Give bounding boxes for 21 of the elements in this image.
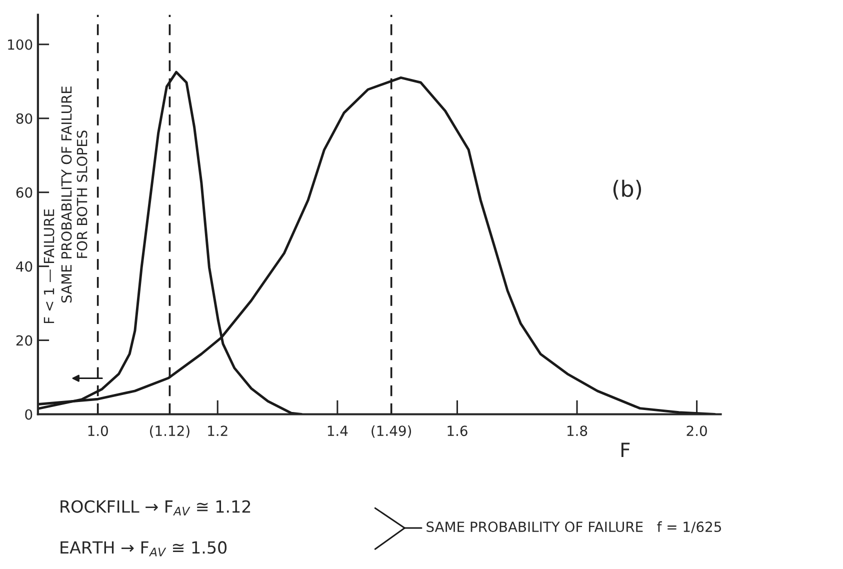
annotation: F < 1 — FAILURE: [44, 209, 54, 324]
annotation: SAME PROBABILITY OF FAILURE FOR BOTH SLOPES: [61, 86, 88, 303]
x-axis-title: F: [621, 442, 630, 457]
text: ROCKFILL → F$_{AV}$ ≅ 1.12: [60, 500, 250, 516]
text: EARTH → F$_{AV}$ ≅ 1.50: [60, 541, 227, 556]
x-tick-label: 1.0: [88, 426, 108, 436]
x-tick-label: 1.8: [567, 426, 588, 436]
y-tick-label: 80: [16, 113, 32, 124]
x-tick-label: (1.12): [150, 425, 190, 438]
y-tick-label: 40: [16, 261, 32, 272]
annotation: (b): [613, 180, 642, 200]
y-tick-label: 0: [25, 409, 32, 420]
x-tick-label: 2.0: [686, 426, 707, 436]
x-tick-label: 1.6: [448, 426, 468, 436]
x-tick-label: 1.2: [208, 426, 228, 436]
y-tick-label: 100: [8, 39, 32, 50]
y-tick-label: 60: [16, 187, 32, 198]
y-tick-label: 20: [16, 335, 32, 346]
x-tick-label: (1.49): [372, 425, 412, 438]
x-tick-label: 1.4: [328, 426, 348, 436]
text: SAME PROBABILITY OF FAILURE f = 1/625: [426, 521, 721, 534]
